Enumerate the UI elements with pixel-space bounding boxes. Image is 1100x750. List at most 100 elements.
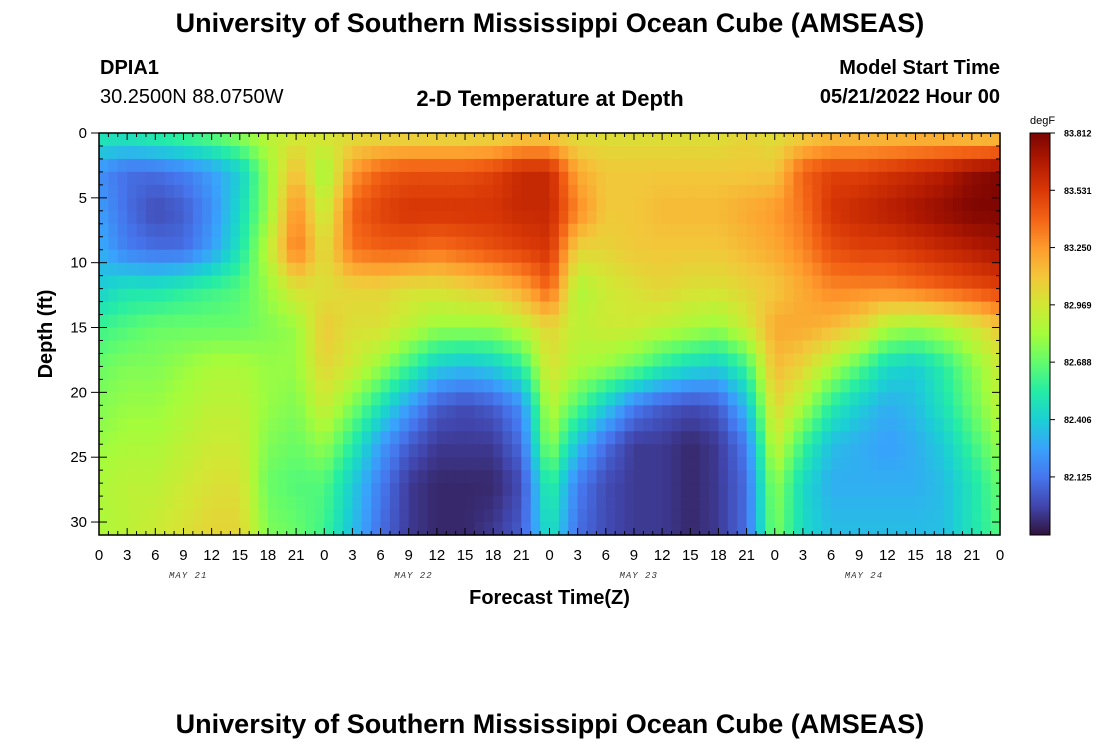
heatmap-cell [493,496,504,510]
heatmap-cell [511,288,522,303]
heatmap-cell [136,171,147,186]
heatmap-cell [258,288,269,303]
heatmap-cell [408,133,419,147]
heatmap-cell [915,431,926,445]
heatmap-cell [108,470,119,484]
heatmap-cell [258,197,269,212]
heatmap-cell [174,158,185,173]
heatmap-cell [596,210,607,225]
heatmap-cell [971,262,982,277]
heatmap-cell [680,340,691,355]
heatmap-cell [934,262,945,277]
heatmap-cell [389,405,400,419]
heatmap-cell [774,288,785,303]
heatmap-cell [896,133,907,147]
heatmap-cell [296,522,307,536]
heatmap-cell [286,340,297,355]
heatmap-cell [549,366,560,380]
heatmap-cell [352,236,363,251]
heatmap-cell [746,145,757,160]
heatmap-cell [990,236,1001,251]
heatmap-cell [371,145,382,160]
heatmap-cell [343,431,354,445]
heatmap-cell [164,223,175,238]
heatmap-cell [624,444,635,458]
heatmap-cell [305,457,316,471]
heatmap-cell [371,405,382,419]
heatmap-cell [981,223,992,238]
heatmap-cell [802,509,813,523]
heatmap-cell [662,158,673,173]
heatmap-cell [662,327,673,342]
heatmap-cell [108,133,119,147]
heatmap-cell [540,327,551,342]
heatmap-cell [971,431,982,445]
heatmap-cell [859,223,870,238]
heatmap-cell [577,379,588,393]
heatmap-cell [108,366,119,380]
heatmap-cell [981,496,992,510]
heatmap-cell [267,262,278,277]
heatmap-cell [849,457,860,471]
heatmap-cell [174,340,185,355]
heatmap-cell [127,288,138,303]
heatmap-cell [906,496,917,510]
heatmap-cell [962,392,973,406]
heatmap-cell [305,470,316,484]
heatmap-cell [643,457,654,471]
heatmap-cell [877,223,888,238]
heatmap-cell [267,496,278,510]
heatmap-cell [155,431,166,445]
heatmap-cell [258,366,269,380]
heatmap-cell [436,444,447,458]
heatmap-cell [643,301,654,316]
heatmap-cell [953,171,964,186]
heatmap-cell [577,301,588,316]
heatmap-cell [127,262,138,277]
heatmap-cell [868,483,879,497]
heatmap-cell [709,133,720,147]
heatmap-cell [727,275,738,290]
heatmap-cell [99,353,109,368]
heatmap-cell [117,470,128,484]
heatmap-cell [371,184,382,199]
heatmap-cell [521,171,532,186]
heatmap-cell [436,197,447,212]
heatmap-cell [221,483,231,497]
heatmap-cell [840,405,851,419]
heatmap-cell [953,483,964,497]
heatmap-cell [643,158,654,173]
heatmap-cell [906,483,917,497]
heatmap-cell [427,483,438,497]
heatmap-cell [267,418,278,432]
heatmap-cell [483,509,494,523]
heatmap-cell [483,236,494,251]
heatmap-cell [821,327,832,342]
heatmap-cell [784,496,795,510]
heatmap-cell [483,327,494,342]
heatmap-cell [267,392,278,406]
heatmap-cell [211,249,222,264]
heatmap-cell [192,171,203,186]
heatmap-cell [361,405,372,419]
heatmap-cell [746,444,757,458]
heatmap-cell [549,470,560,484]
heatmap-cell [868,210,879,225]
heatmap-cell [164,431,175,445]
heatmap-cell [971,522,982,536]
heatmap-cell [324,353,335,368]
heatmap-cell [436,379,447,393]
heatmap-cell [455,184,466,199]
heatmap-cell [915,236,926,251]
heatmap-cell [690,301,701,316]
heatmap-cell [709,444,720,458]
heatmap-cell [577,133,588,147]
heatmap-cell [662,418,673,432]
heatmap-cell [221,509,231,523]
heatmap-cell [258,379,269,393]
heatmap-cell [380,262,391,277]
heatmap-cell [343,262,354,277]
heatmap-cell [906,509,917,523]
heatmap-cell [718,249,729,264]
heatmap-cell [427,405,438,419]
